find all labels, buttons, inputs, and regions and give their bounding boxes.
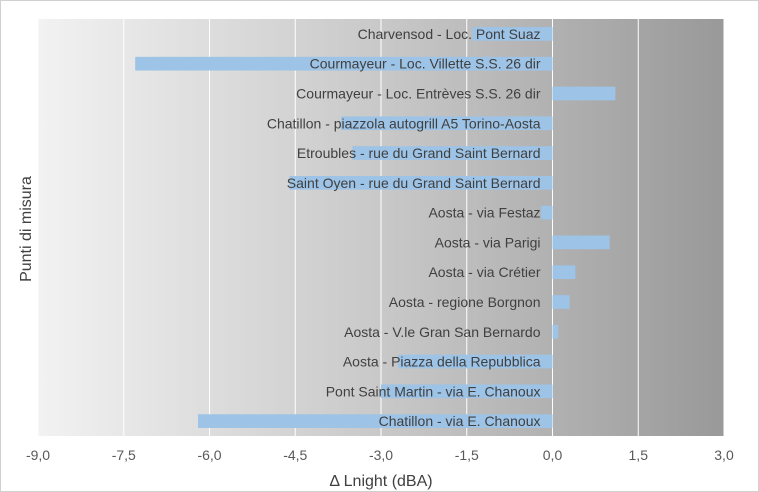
category-label: Courmayeur - Loc. Villette S.S. 26 dir: [310, 56, 541, 72]
category-label: Etroubles - rue du Grand Saint Bernard: [297, 145, 541, 161]
category-label: Courmayeur - Loc. Entrèves S.S. 26 dir: [296, 85, 541, 101]
bar: [552, 86, 616, 101]
x-tick-labels: -9,0 -7,5 -6,0 -4,5 -3,0 -1,5 0,0 1,5 3,0: [26, 447, 734, 463]
x-tick-label: -4,5: [283, 447, 307, 463]
x-tick-label: -9,0: [26, 447, 50, 463]
bar: [552, 235, 610, 250]
x-axis-title: Δ Lnight (dBA): [329, 473, 432, 490]
category-labels: Charvensod - Loc. Pont Suaz Courmayeur - …: [267, 26, 541, 429]
bar: [340, 116, 553, 131]
category-label: Aosta - Piazza della Repubblica: [343, 354, 541, 370]
bar: [289, 175, 553, 190]
bar-series: [135, 27, 616, 428]
category-label: Aosta - regione Borgnon: [389, 294, 541, 310]
x-tick-label: -1,5: [455, 447, 479, 463]
category-label: Chatillon - piazzola autogrill A5 Torino…: [267, 115, 541, 131]
y-axis-title: Punti di misura: [18, 176, 35, 282]
bar: [352, 146, 553, 160]
category-label: Aosta - V.le Gran San Bernardo: [344, 324, 541, 340]
x-tick-label: 3,0: [714, 447, 734, 463]
category-label: Saint Oyen - rue du Grand Saint Bernard: [287, 175, 541, 191]
bar: [541, 205, 553, 220]
category-label: Pont Saint Martin - via E. Chanoux: [326, 383, 541, 399]
bar: [552, 265, 576, 280]
x-tick-label: -3,0: [369, 447, 393, 463]
category-label: Chatillon - via E. Chanoux: [379, 413, 541, 429]
x-tick-label: -7,5: [112, 447, 136, 463]
bar: [552, 324, 559, 339]
bar: [398, 354, 553, 369]
x-tick-label: 0,0: [543, 447, 563, 463]
x-tick-label: -6,0: [197, 447, 221, 463]
bar: [381, 384, 553, 399]
bar: [198, 414, 553, 428]
bar: [552, 295, 570, 309]
category-label: Aosta - via Parigi: [435, 234, 541, 250]
category-label: Charvensod - Loc. Pont Suaz: [358, 26, 541, 42]
bar: [472, 27, 553, 41]
bar: [135, 56, 553, 71]
category-label: Aosta - via Crétier: [428, 264, 540, 280]
x-tick-label: 1,5: [629, 447, 649, 463]
category-label: Aosta - via Festaz: [428, 205, 540, 221]
